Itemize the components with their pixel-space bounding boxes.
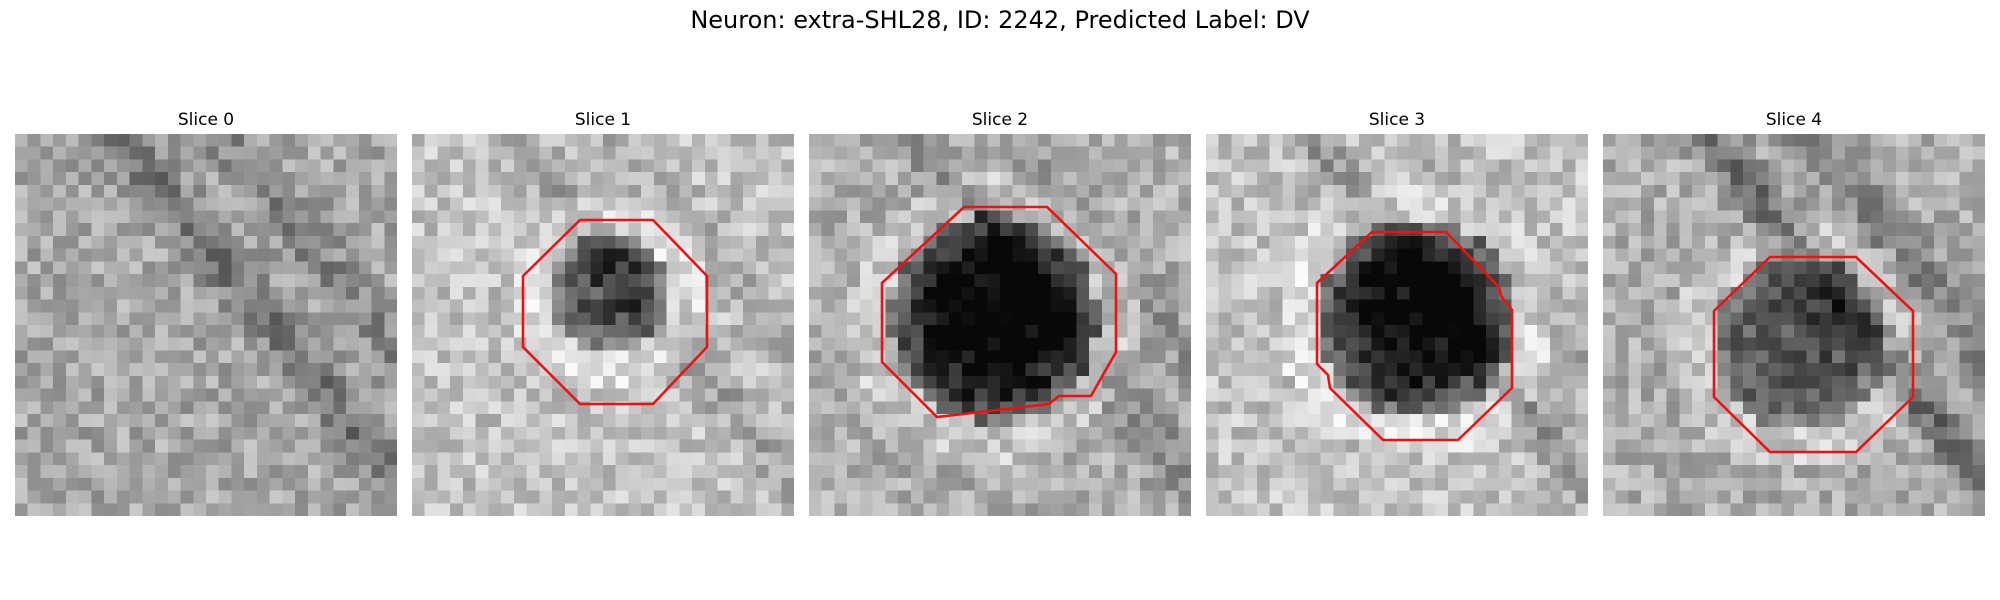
slice-3-image [1206,134,1588,516]
slice-4-contour-layer [1712,255,1915,454]
slice-3-micrograph [1206,134,1588,516]
slice-0-title: Slice 0 [177,110,235,130]
slice-1-contour-layer [521,218,709,406]
slice-3-cell-contour [1315,230,1514,442]
slice-4-title: Slice 4 [1765,110,1823,130]
slice-2-image [809,134,1191,516]
slice-1-image [412,134,794,516]
slice-2-contour-layer [880,205,1118,419]
slice-4-cell-contour [1712,255,1915,454]
slice-1-cell-contour [521,218,709,406]
slice-1-title: Slice 1 [574,110,632,130]
slice-1-micrograph [412,134,794,516]
slice-2-cell-contour [880,205,1118,419]
slice-0-micrograph [15,134,397,516]
slice-0-image [15,134,397,516]
slice-2-micrograph [809,134,1191,516]
slice-3-title: Slice 3 [1368,110,1426,130]
figure-title: Neuron: extra-SHL28, ID: 2242, Predicted… [690,6,1310,34]
slice-3-contour-layer [1315,230,1514,442]
slice-2-title: Slice 2 [971,110,1029,130]
slice-4-image [1603,134,1985,516]
